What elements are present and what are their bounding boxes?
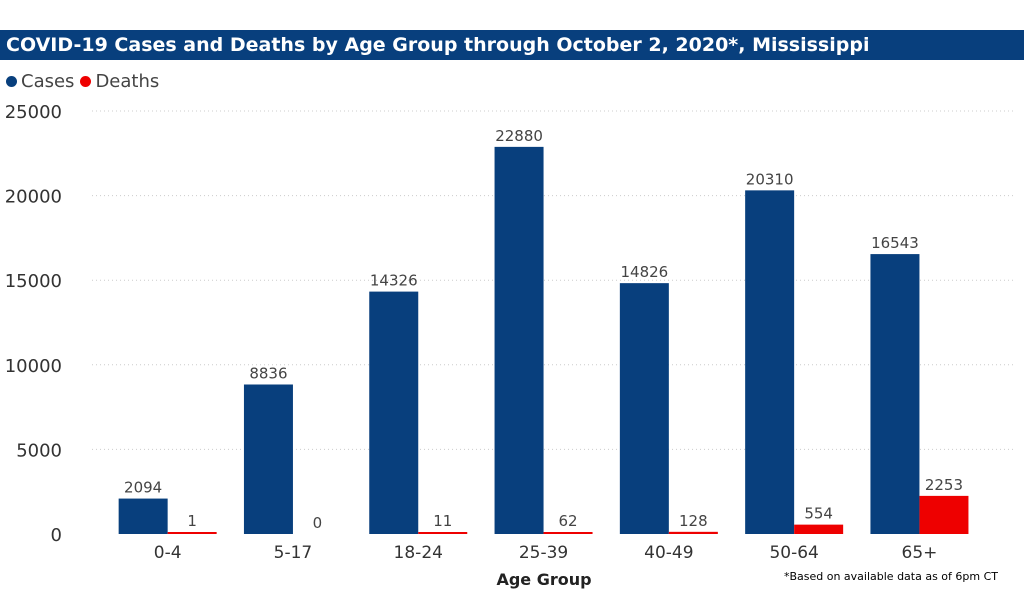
data-label-deaths-65+: 2253 — [925, 476, 963, 494]
bar-cases-5-17 — [243, 384, 293, 534]
legend-item-deaths: Deaths — [80, 71, 159, 92]
data-label-cases-40-49: 14826 — [620, 263, 668, 281]
data-label-deaths-40-49: 128 — [679, 512, 708, 530]
bar-deaths-65+ — [919, 495, 969, 534]
data-label-cases-25-39: 22880 — [495, 127, 543, 145]
legend-label-cases: Cases — [21, 70, 75, 92]
bar-deaths-18-24 — [418, 532, 468, 534]
bar-cases-50-64 — [745, 190, 795, 534]
data-label-cases-50-64: 20310 — [746, 170, 794, 188]
bar-deaths-0-4 — [167, 532, 217, 534]
bar-deaths-25-39 — [543, 532, 593, 534]
x-tick-label: 0-4 — [154, 543, 182, 563]
x-axis-title: Age Group — [496, 570, 591, 589]
bar-cases-40-49 — [619, 283, 669, 534]
y-tick-label: 15000 — [5, 271, 62, 292]
chart-title: COVID-19 Cases and Deaths by Age Group t… — [0, 30, 1024, 60]
y-tick-label: 10000 — [5, 356, 62, 377]
data-label-deaths-18-24: 11 — [433, 512, 452, 530]
data-label-deaths-50-64: 554 — [804, 505, 833, 523]
y-tick-label: 0 — [51, 525, 62, 546]
bar-deaths-50-64 — [794, 524, 844, 534]
y-tick-label: 25000 — [5, 102, 62, 123]
x-tick-label: 18-24 — [394, 543, 443, 563]
legend-swatch-deaths — [80, 75, 92, 87]
data-label-cases-5-17: 8836 — [249, 364, 287, 382]
x-tick-label: 40-49 — [644, 543, 693, 563]
y-tick-label: 20000 — [5, 187, 62, 208]
x-tick-label: 50-64 — [769, 543, 818, 563]
legend-label-deaths: Deaths — [95, 70, 160, 92]
footnote: *Based on available data as of 6pm CT — [783, 570, 998, 583]
data-label-cases-65+: 16543 — [871, 234, 919, 252]
x-tick-label: 65+ — [902, 543, 938, 563]
data-label-deaths-25-39: 62 — [559, 512, 578, 530]
bar-deaths-40-49 — [668, 531, 718, 534]
data-label-cases-18-24: 14326 — [370, 272, 418, 290]
data-label-deaths-5-17: 0 — [313, 514, 323, 532]
legend: Cases Deaths — [6, 68, 165, 94]
x-tick-label: 5-17 — [274, 543, 313, 563]
y-tick-label: 5000 — [16, 440, 62, 461]
bar-cases-25-39 — [494, 146, 544, 534]
data-label-cases-0-4: 2094 — [124, 479, 162, 497]
data-label-deaths-0-4: 1 — [187, 512, 197, 530]
bar-cases-0-4 — [118, 498, 168, 534]
legend-item-cases: Cases — [6, 71, 74, 92]
x-tick-label: 25-39 — [519, 543, 568, 563]
bar-cases-18-24 — [369, 291, 419, 534]
legend-swatch-cases — [6, 75, 17, 87]
bar-cases-65+ — [870, 254, 920, 534]
